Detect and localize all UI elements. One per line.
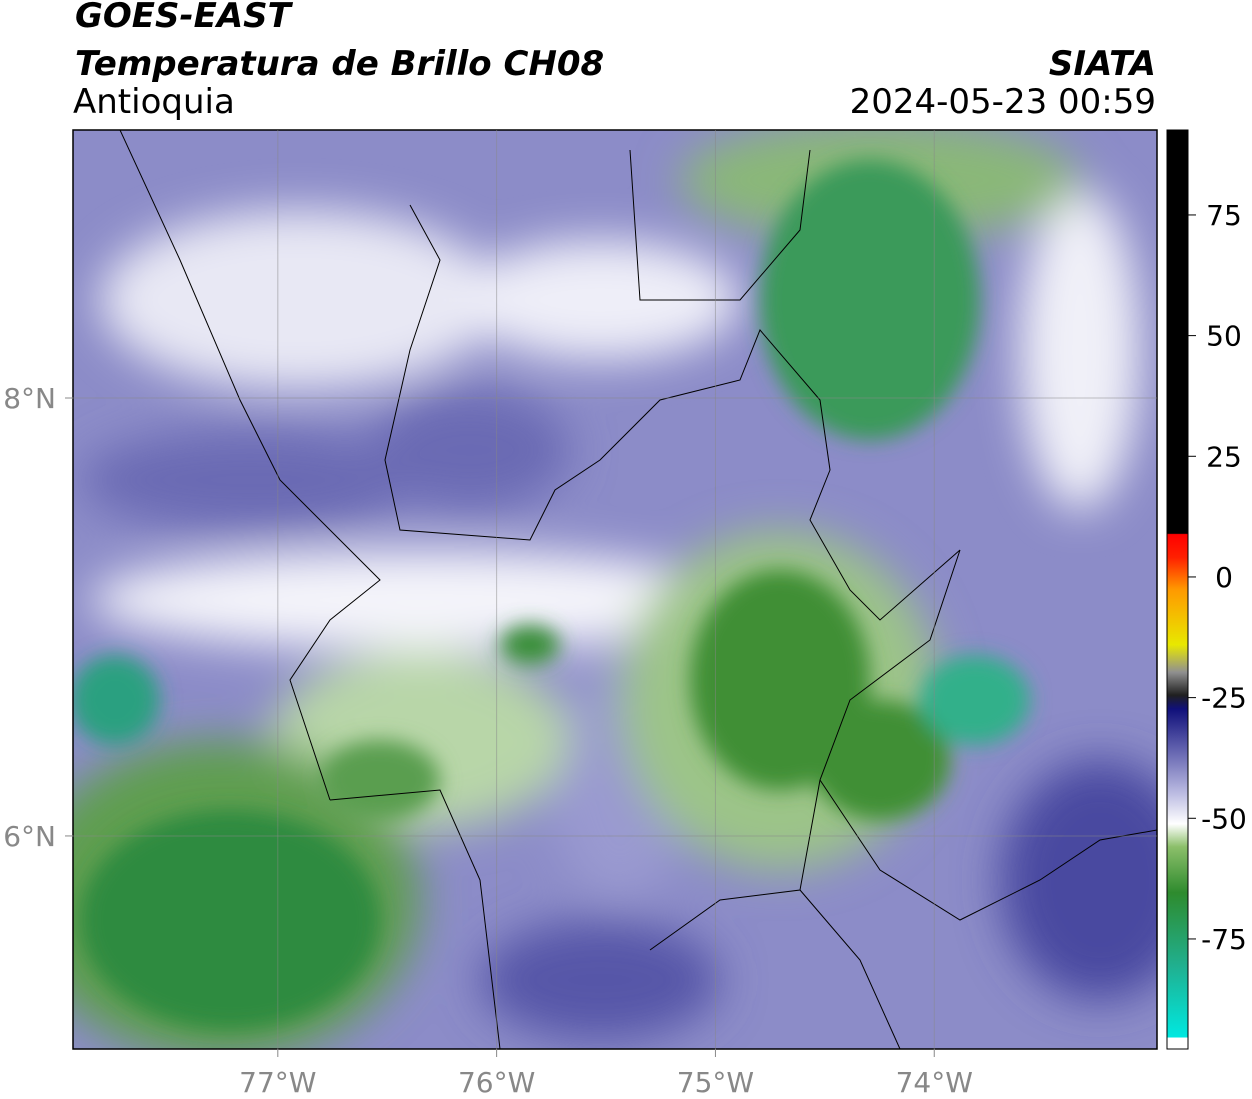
lon-tick-label: 76°W [458, 1066, 535, 1099]
product-title: Temperatura de Brillo CH08 [75, 44, 605, 84]
satellite-title: GOES-EAST [75, 0, 291, 36]
colorbar-tick-label: 50 [1206, 320, 1242, 353]
lon-tick-label: 75°W [677, 1066, 754, 1099]
agency-label: SIATA [1048, 44, 1156, 84]
map-frame [72, 129, 1158, 1050]
colorbar-tick-label: -25 [1201, 682, 1247, 715]
lon-tick-label: 74°W [896, 1066, 973, 1099]
colorbar-tick-label: -75 [1201, 923, 1247, 956]
satellite-image [73, 130, 1157, 1049]
colorbar-tick-label: 0 [1215, 561, 1233, 594]
lat-tick-label: 8°N [3, 382, 56, 415]
lon-tick-label: 77°W [239, 1066, 316, 1099]
colorbar-tick-label: 75 [1206, 199, 1242, 232]
borders [119, 130, 1157, 1049]
colorbar-tick-label: 25 [1206, 440, 1242, 473]
region-label: Antioquia [73, 82, 235, 122]
colorbar [1166, 129, 1189, 1050]
colorbar-tick-label: -50 [1201, 802, 1247, 835]
lat-tick-label: 6°N [3, 820, 56, 853]
datetime-label: 2024-05-23 00:59 [849, 82, 1156, 122]
